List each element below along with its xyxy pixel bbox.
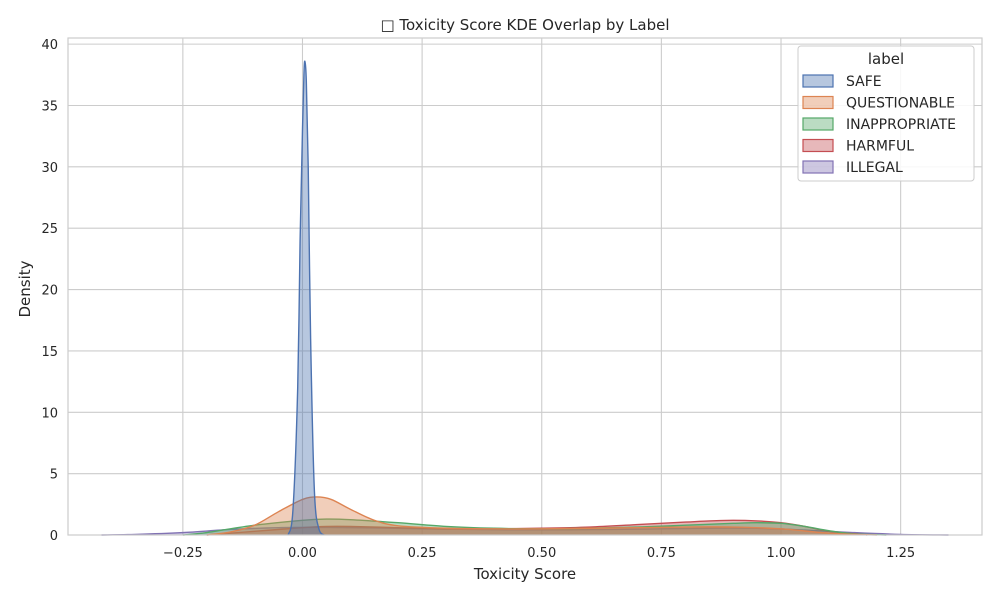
- y-tick-label: 25: [41, 222, 58, 237]
- axes-layer: −0.25 0.00 0.25 0.50 0.75 1.00 1.25 0 5 10 15 20 25 3…: [41, 37, 983, 561]
- y-tick-label: 10: [41, 406, 58, 421]
- legend-frame: [797, 45, 975, 182]
- legend-swatch-harmful: [802, 138, 834, 153]
- x-tick-label: −0.25: [163, 546, 203, 561]
- legend-title: label: [868, 50, 904, 68]
- x-tick-label: 0.75: [647, 546, 676, 561]
- y-tick-label: 15: [41, 345, 58, 360]
- x-tick-label: 0.50: [527, 546, 556, 561]
- kde-line-safe: [287, 60, 325, 536]
- x-tick-label: 0.25: [408, 546, 437, 561]
- legend-label-questionable: QUESTIONABLE: [846, 96, 955, 112]
- legend-swatch-safe: [802, 74, 834, 88]
- legend-label-safe: SAFE: [846, 74, 882, 90]
- y-tick-label: 5: [50, 468, 58, 483]
- kde-area-illegal: [101, 527, 949, 535]
- legend-label-harmful: HARMFUL: [846, 139, 914, 155]
- kde-area-inappropriate: [182, 519, 887, 535]
- legend-label-illegal: ILLEGAL: [846, 160, 903, 176]
- y-axis-label: Density: [16, 260, 34, 317]
- legend: label SAFE QUESTIONABLE INAPPROPRIATE HARMF…: [797, 45, 975, 182]
- y-tick-label: 20: [41, 284, 58, 299]
- kde-area-safe: [288, 61, 325, 536]
- kde-area-questionable: [206, 496, 877, 535]
- y-tick-label: 0: [50, 529, 58, 544]
- x-tick-label: 1.00: [767, 546, 796, 561]
- legend-swatch-questionable: [802, 95, 834, 110]
- x-axis-label: Toxicity Score: [473, 565, 576, 583]
- legend-items: SAFE QUESTIONABLE INAPPROPRIATE HARMFUL ILLE…: [802, 74, 956, 176]
- chart-title: □ Toxicity Score KDE Overlap by Label: [380, 16, 669, 34]
- x-tick-label: 0.00: [288, 546, 317, 561]
- legend-label-inappropriate: INAPPROPRIATE: [846, 117, 956, 133]
- series-layer: [101, 60, 949, 536]
- y-tick-label: 30: [41, 161, 58, 176]
- y-tick-label: 40: [41, 38, 58, 53]
- x-tick-label: 1.25: [886, 546, 915, 561]
- kde-line-questionable: [206, 496, 877, 536]
- y-tick-label: 35: [41, 99, 58, 114]
- legend-swatch-illegal: [802, 160, 834, 174]
- plot-frame: [67, 37, 983, 536]
- legend-swatch-inappropriate: [802, 117, 834, 131]
